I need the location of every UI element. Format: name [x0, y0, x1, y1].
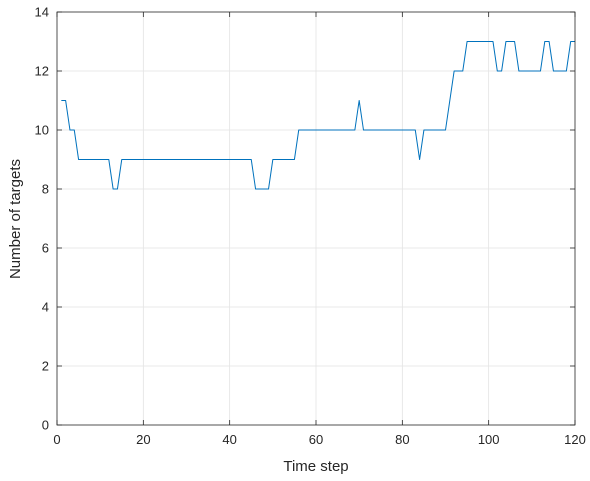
x-tick-label: 120 [564, 432, 586, 447]
y-tick-label: 10 [35, 123, 49, 138]
y-tick-label: 0 [42, 418, 49, 433]
x-tick-label: 20 [136, 432, 150, 447]
x-tick-label: 100 [478, 432, 500, 447]
x-tick-label: 40 [222, 432, 236, 447]
x-tick-label: 0 [53, 432, 60, 447]
y-tick-label: 12 [35, 64, 49, 79]
x-tick-labels: 0 20 40 60 80 100 120 [53, 432, 585, 447]
y-axis-label: Number of targets [7, 159, 24, 279]
y-tick-label: 6 [42, 241, 49, 256]
x-axis-label: Time step [283, 458, 348, 475]
series-layer [61, 41, 575, 190]
y-tick-label: 2 [42, 359, 49, 374]
y-tick-labels: 0 2 4 6 8 10 12 14 [35, 5, 49, 433]
y-tick-label: 4 [42, 300, 49, 315]
series-line [61, 41, 575, 190]
y-tick-label: 8 [42, 182, 49, 197]
y-tick-label: 14 [35, 5, 49, 20]
x-tick-label: 80 [395, 432, 409, 447]
x-tick-label: 60 [309, 432, 323, 447]
tick-marks [56, 11, 576, 426]
